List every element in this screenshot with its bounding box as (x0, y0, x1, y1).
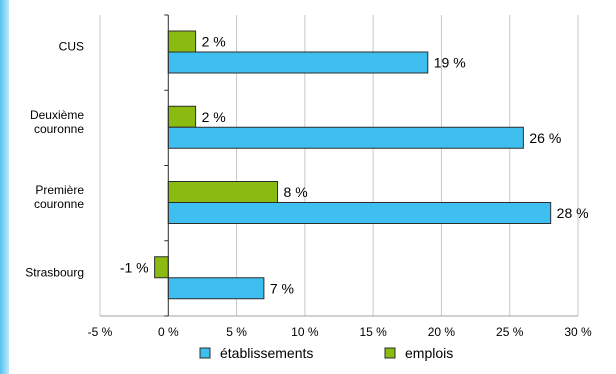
x-tick-label: 25 % (496, 325, 524, 339)
data-label-etablissements: 26 % (529, 130, 561, 146)
category-label: Première couronne (34, 183, 84, 211)
data-label-emplois: -1 % (120, 259, 149, 275)
edge-decoration (0, 0, 9, 374)
legend-swatch (384, 347, 396, 359)
legend-label: emplois (405, 345, 453, 361)
bars (154, 30, 552, 300)
bar-etablissements (167, 202, 552, 224)
x-tick-label: 0 % (158, 325, 179, 339)
data-label-emplois: 8 % (284, 184, 308, 200)
legend-label: établissements (220, 345, 313, 361)
bar-emplois (167, 181, 279, 203)
x-tick-label: 10 % (291, 325, 319, 339)
bar-emplois (154, 256, 169, 279)
data-label-emplois: 2 % (202, 34, 226, 50)
x-tick-label: 30 % (564, 325, 592, 339)
bar-etablissements (167, 51, 429, 74)
category-label: Strasbourg (25, 265, 84, 279)
labels: -5 % 0 % 5 % 10 % 15 % 20 % 25 % 30 % 2 % 19 % CUS… (25, 34, 592, 340)
bar-etablissements (167, 277, 265, 300)
category-label: CUS (59, 40, 84, 54)
data-label-emplois: 2 % (202, 109, 226, 125)
bar-etablissements (167, 126, 524, 149)
data-label-etablissements: 19 % (434, 55, 466, 71)
bar-emplois (167, 30, 197, 53)
x-tick-label: -5 % (88, 325, 113, 339)
legend-swatch (199, 347, 211, 359)
x-tick-label: 15 % (359, 325, 387, 339)
data-label-etablissements: 28 % (557, 205, 589, 221)
x-tick-label: 20 % (428, 325, 456, 339)
bar-emplois (167, 105, 197, 128)
data-label-etablissements: 7 % (270, 280, 294, 296)
x-tick-label: 5 % (226, 325, 247, 339)
legend: établissements emplois (199, 345, 453, 361)
category-label: Deuxième couronne (30, 108, 84, 136)
axes (100, 14, 578, 317)
